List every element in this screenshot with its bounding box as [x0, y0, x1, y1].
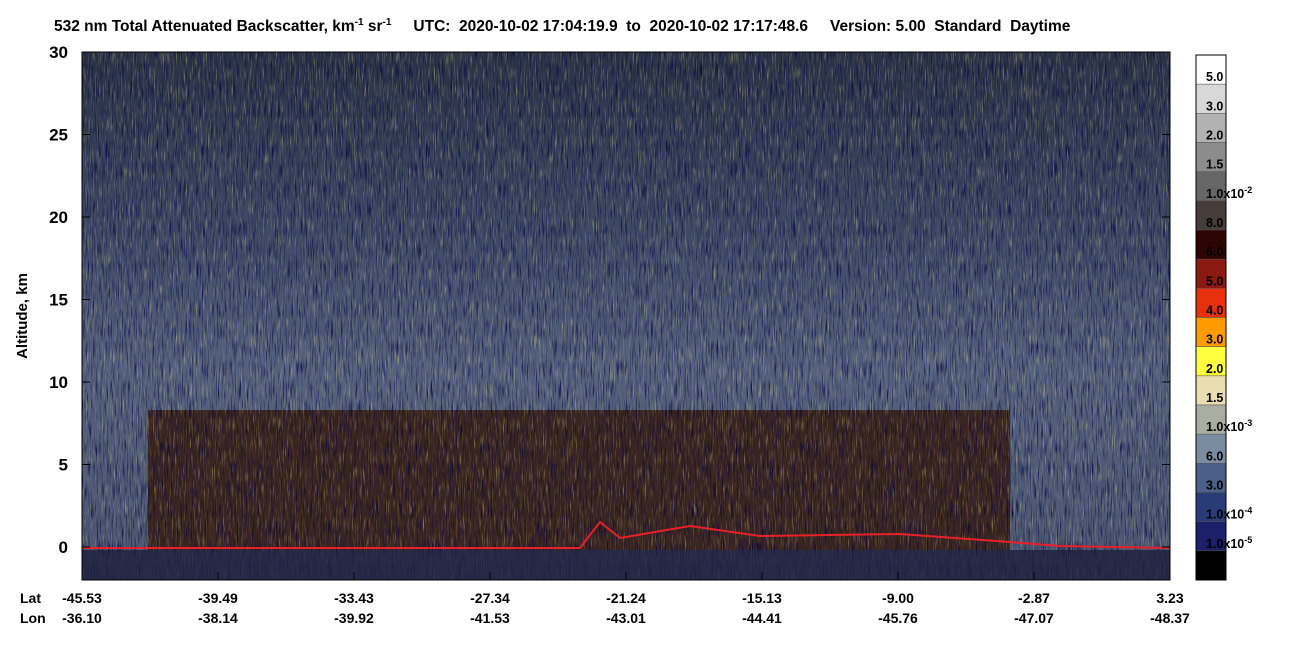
colorbar-label: 1.0x10-3: [1206, 418, 1252, 434]
colorbar-label-text: 1.0x10: [1206, 187, 1244, 201]
colorbar-label-text: 8.0: [1206, 216, 1223, 230]
plot-area: [81, 51, 1171, 581]
colorbar-label-text: 5.0: [1206, 274, 1223, 288]
colorbar-label-text: 1.0x10: [1206, 420, 1244, 434]
lon-tick-label: -43.01: [606, 610, 646, 626]
colorbar-label-text: 3.0: [1206, 99, 1223, 113]
colorbar-label: 2.0: [1206, 129, 1223, 143]
lon-label: Lon: [20, 610, 46, 626]
colorbar-label-text: 6.0: [1206, 245, 1223, 259]
colorbar-label: 5.0: [1206, 70, 1223, 84]
lon-tick-label: -47.07: [1014, 610, 1054, 626]
colorbar-label: 3.0: [1206, 333, 1223, 347]
y-tick-label: 0: [59, 538, 68, 557]
colorbar-cell: [1195, 171, 1227, 202]
colorbar-label: 1.0x10-5: [1206, 535, 1252, 551]
colorbar-label: 5.0: [1206, 274, 1223, 288]
y-tick-label: 5: [59, 456, 68, 475]
colorbar-label: 6.0: [1206, 449, 1223, 463]
colorbar-cell: [1195, 375, 1227, 406]
chart-title: 532 nm Total Attenuated Backscatter, km-…: [54, 17, 1071, 35]
y-tick-label: 20: [49, 208, 68, 227]
lon-tick-label: -45.76: [878, 610, 918, 626]
colorbar-label-text: 3.0: [1206, 333, 1223, 347]
colorbar-label-sup: -5: [1244, 535, 1252, 545]
lat-label: Lat: [20, 590, 41, 606]
lat-tick-label: -21.24: [606, 590, 646, 606]
title-text: 532 nm Total Attenuated Backscatter, km: [54, 18, 355, 35]
title-version: Version: 5.00 Standard Daytime: [830, 18, 1071, 35]
colorbar-label-text: 1.5: [1206, 158, 1223, 172]
colorbar-cell: [1195, 142, 1227, 172]
colorbar-label: 1.0x10-2: [1206, 185, 1252, 201]
colorbar-label-text: 3.0: [1206, 479, 1223, 493]
colorbar-label-text: 2.0: [1206, 129, 1223, 143]
colorbar-cell: [1195, 317, 1227, 347]
y-tick-label: 15: [49, 291, 68, 310]
colorbar-cell: [1195, 229, 1227, 260]
colorbar-label-text: 1.5: [1206, 391, 1223, 405]
lat-tick-label: 3.23: [1156, 590, 1183, 606]
lon-tick-label: -39.92: [334, 610, 374, 626]
colorbar-label: 2.0: [1206, 362, 1223, 376]
title-text: sr: [364, 18, 383, 35]
lat-tick-label: -45.53: [62, 590, 102, 606]
colorbar-cell: [1195, 550, 1227, 581]
lon-tick-label: -48.37: [1150, 610, 1190, 626]
y-axis-label: Altitude, km: [14, 273, 31, 359]
colorbar-frame: [1195, 54, 1227, 581]
colorbar-label-sup: -2: [1244, 185, 1252, 195]
texture-light: [82, 52, 1170, 580]
colorbar-label: 1.5: [1206, 158, 1223, 172]
title-utc: UTC: 2020-10-02 17:04:19.9 to 2020-10-02…: [413, 18, 808, 35]
colorbar-label: 3.0: [1206, 99, 1223, 113]
colorbar-label-sup: -3: [1244, 418, 1252, 428]
y-tick-label: 30: [49, 43, 68, 62]
surface-line: [82, 520, 1171, 549]
colorbar-label-text: 4.0: [1206, 304, 1223, 318]
lon-tick-label: -44.41: [742, 610, 782, 626]
colorbar-label-text: 2.0: [1206, 362, 1223, 376]
colorbar-cell: [1195, 404, 1227, 435]
colorbar-label: 8.0: [1206, 216, 1223, 230]
lon-tick-label: -36.10: [62, 610, 102, 626]
lat-tick-label: -39.49: [198, 590, 238, 606]
title-sup: -1: [383, 17, 392, 28]
title-sup: -1: [355, 17, 364, 28]
lat-tick-label: -33.43: [334, 590, 374, 606]
colorbar-cell: [1195, 521, 1227, 552]
colorbar-label: 1.0x10-4: [1206, 506, 1252, 522]
colorbar-label: 3.0: [1206, 479, 1223, 493]
colorbar-label-text: 1.0x10: [1206, 537, 1244, 551]
colorbar-label-text: 6.0: [1206, 449, 1223, 463]
colorbar-label: 6.0: [1206, 245, 1223, 259]
y-tick-label: 25: [49, 126, 68, 145]
colorbar-cell: [1195, 258, 1227, 289]
lat-tick-label: -15.13: [742, 590, 782, 606]
lon-tick-label: -38.14: [198, 610, 238, 626]
colorbar-cell: [1195, 288, 1227, 318]
colorbar-cell: [1195, 492, 1227, 522]
lat-tick-label: -27.34: [470, 590, 510, 606]
lat-tick-label: -9.00: [882, 590, 914, 606]
colorbar-label-text: 1.0x10: [1206, 508, 1244, 522]
colorbar-cell: [1195, 433, 1227, 464]
lat-tick-label: -2.87: [1018, 590, 1050, 606]
colorbar-cell: [1195, 83, 1227, 114]
colorbar-label: 1.5: [1206, 391, 1223, 405]
colorbar-label-sup: -4: [1244, 506, 1252, 516]
y-tick-label: 10: [49, 373, 68, 392]
colorbar-cell: [1195, 200, 1227, 231]
lon-tick-label: -41.53: [470, 610, 510, 626]
colorbar-label-text: 5.0: [1206, 70, 1223, 84]
colorbar-cell: [1195, 463, 1227, 493]
colorbar-label: 4.0: [1206, 304, 1223, 318]
